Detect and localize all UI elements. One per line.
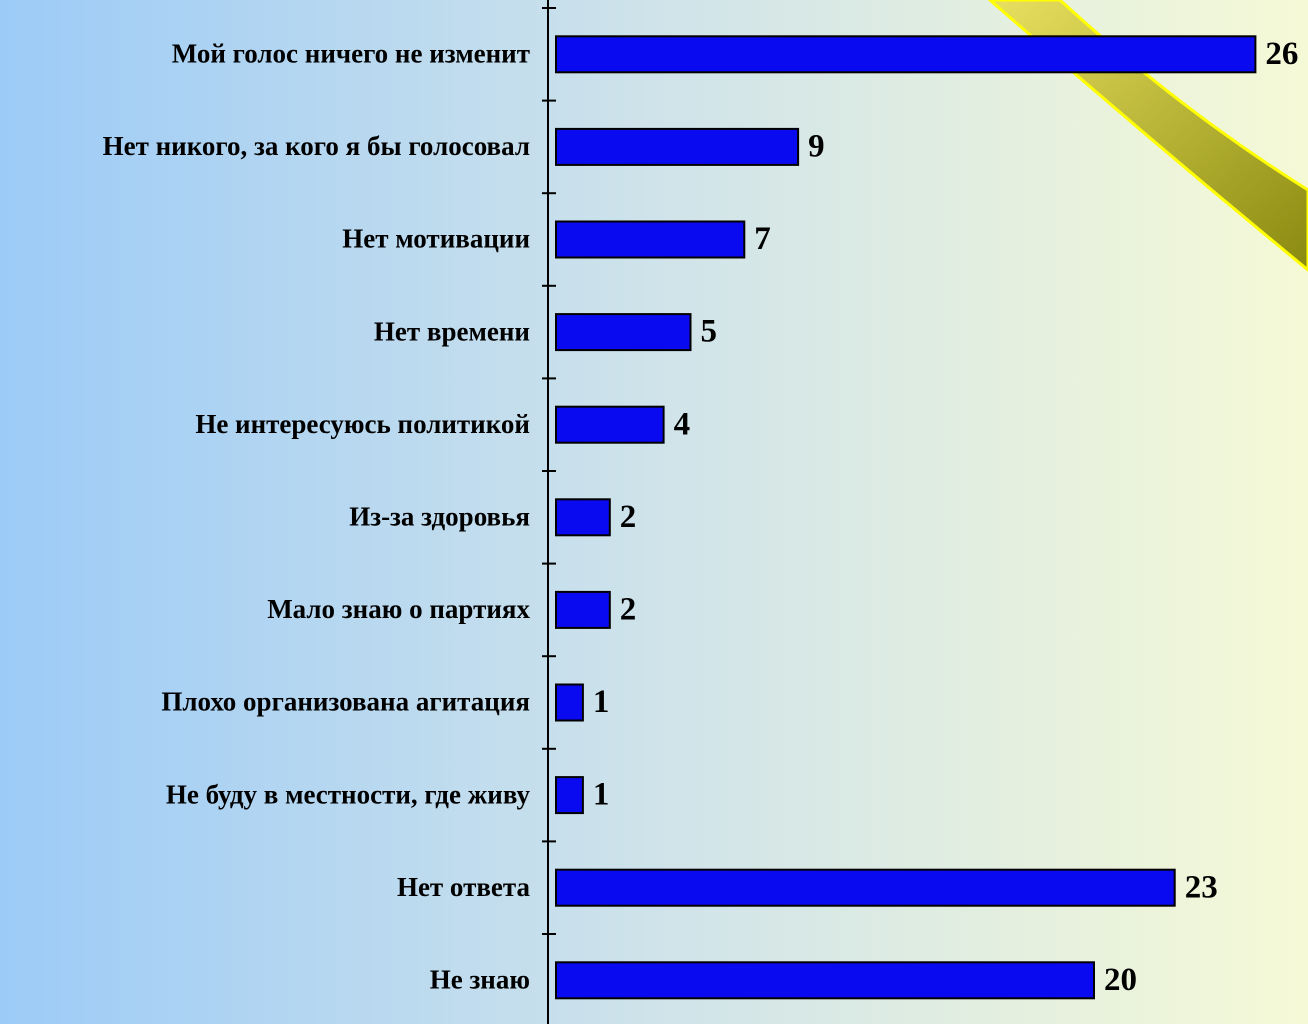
category-label: Из-за здоровья bbox=[349, 502, 530, 532]
category-label: Не интересуюсь политикой bbox=[195, 409, 530, 439]
value-label: 4 bbox=[674, 406, 691, 442]
value-label: 1 bbox=[593, 684, 610, 720]
value-label: 23 bbox=[1185, 869, 1218, 905]
category-label: Плохо организована агитация bbox=[161, 687, 530, 717]
value-label: 1 bbox=[593, 777, 610, 813]
bar bbox=[555, 683, 584, 722]
value-label: 26 bbox=[1265, 36, 1298, 72]
value-label: 20 bbox=[1104, 962, 1137, 998]
value-label: 2 bbox=[620, 591, 637, 627]
bar bbox=[555, 961, 1095, 1000]
bar bbox=[555, 313, 692, 352]
category-label: Мой голос ничего не изменит bbox=[172, 39, 530, 69]
value-label: 2 bbox=[620, 499, 637, 535]
value-label: 9 bbox=[808, 128, 825, 164]
category-label: Не буду в местности, где живу bbox=[166, 779, 531, 809]
bar bbox=[555, 776, 584, 815]
category-label: Нет ответа bbox=[397, 872, 531, 902]
bar bbox=[555, 868, 1176, 907]
category-label: Не знаю bbox=[430, 965, 530, 995]
bar bbox=[555, 590, 611, 629]
bar bbox=[555, 405, 665, 444]
category-label: Мало знаю о партиях bbox=[267, 594, 530, 624]
category-label: Нет никого, за кого я бы голосовал bbox=[103, 131, 530, 161]
value-label: 7 bbox=[754, 221, 771, 257]
bar bbox=[555, 127, 800, 166]
bar bbox=[555, 220, 746, 259]
bar bbox=[555, 498, 611, 537]
value-label: 5 bbox=[701, 314, 718, 350]
category-label: Нет мотивации bbox=[342, 224, 530, 254]
category-label: Нет времени bbox=[374, 316, 530, 346]
bar bbox=[555, 35, 1257, 74]
